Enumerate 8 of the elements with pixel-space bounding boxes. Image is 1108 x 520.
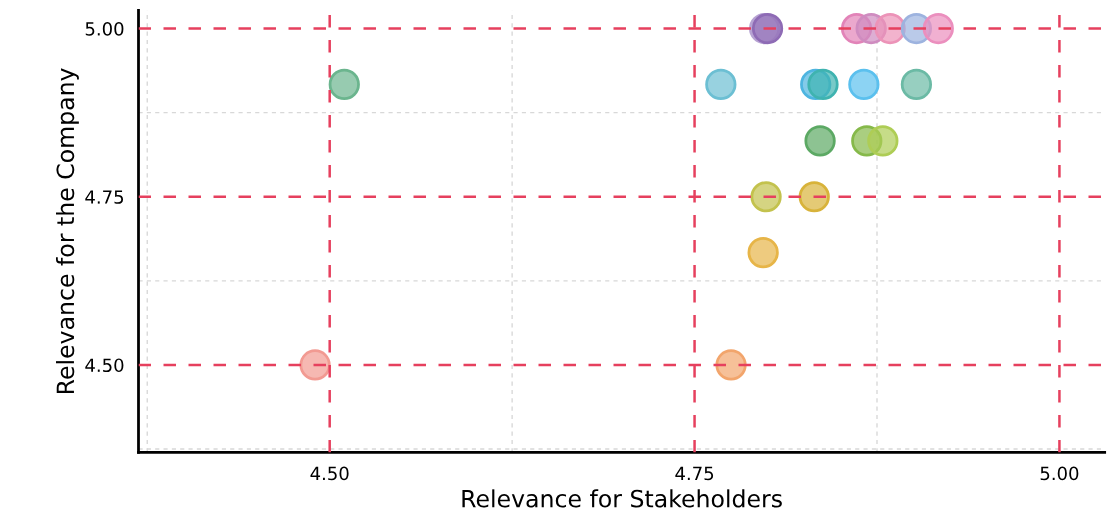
y-tick-label: 5.00	[85, 22, 124, 36]
x-tick-label: 5.00	[1040, 466, 1079, 481]
x-tick-label: 4.50	[310, 466, 349, 481]
y-axis-title: Relevance for the Company	[56, 68, 79, 394]
y-tick-label: 4.75	[85, 190, 124, 204]
x-axis-title: Relevance for Stakeholders	[462, 489, 782, 508]
x-tick-label: 4.75	[675, 466, 714, 481]
y-tick-label: 4.50	[85, 358, 124, 373]
